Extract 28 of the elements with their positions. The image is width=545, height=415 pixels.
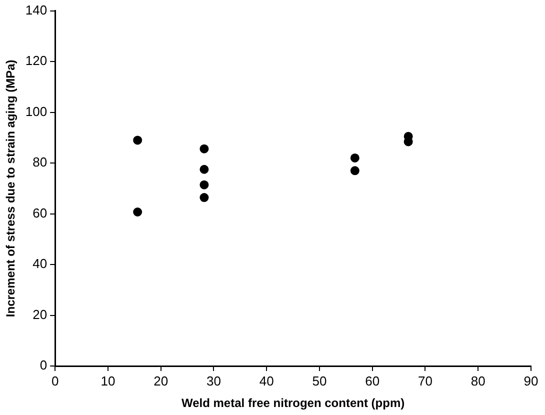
y-tick-label: 40 bbox=[32, 256, 48, 272]
x-tick-label: 50 bbox=[312, 373, 327, 388]
point bbox=[200, 180, 209, 190]
point bbox=[133, 136, 142, 145]
y-tick-label: 0 bbox=[40, 358, 48, 373]
point bbox=[350, 153, 360, 162]
x-tick-label: 90 bbox=[524, 373, 538, 388]
y-tick-label: 80 bbox=[32, 154, 48, 170]
x-tick-label: 40 bbox=[259, 373, 274, 388]
y-tick-label: 140 bbox=[25, 2, 48, 18]
x-tick-label: 30 bbox=[206, 373, 221, 388]
point bbox=[133, 207, 142, 216]
point bbox=[200, 144, 209, 154]
y-axis-title: Increment of stress due to strain aging (MPa) bbox=[4, 60, 18, 318]
point bbox=[350, 166, 360, 176]
point bbox=[200, 164, 209, 174]
x-tick-label: 0 bbox=[51, 373, 59, 388]
x-tick-label: 20 bbox=[154, 373, 168, 388]
x-tick-label: 10 bbox=[100, 373, 116, 388]
x-tick-label: 60 bbox=[365, 373, 380, 388]
x-tick-label: 80 bbox=[470, 373, 486, 388]
y-tick-label: 120 bbox=[25, 53, 48, 68]
x-axis-title: Weld metal free nitrogen content (ppm) bbox=[181, 396, 405, 410]
y-tick-label: 20 bbox=[32, 306, 48, 322]
y-tick-label: 100 bbox=[25, 104, 48, 119]
point bbox=[200, 193, 209, 202]
y-tick-label: 60 bbox=[32, 205, 48, 220]
x-tick-label: 70 bbox=[418, 373, 432, 388]
